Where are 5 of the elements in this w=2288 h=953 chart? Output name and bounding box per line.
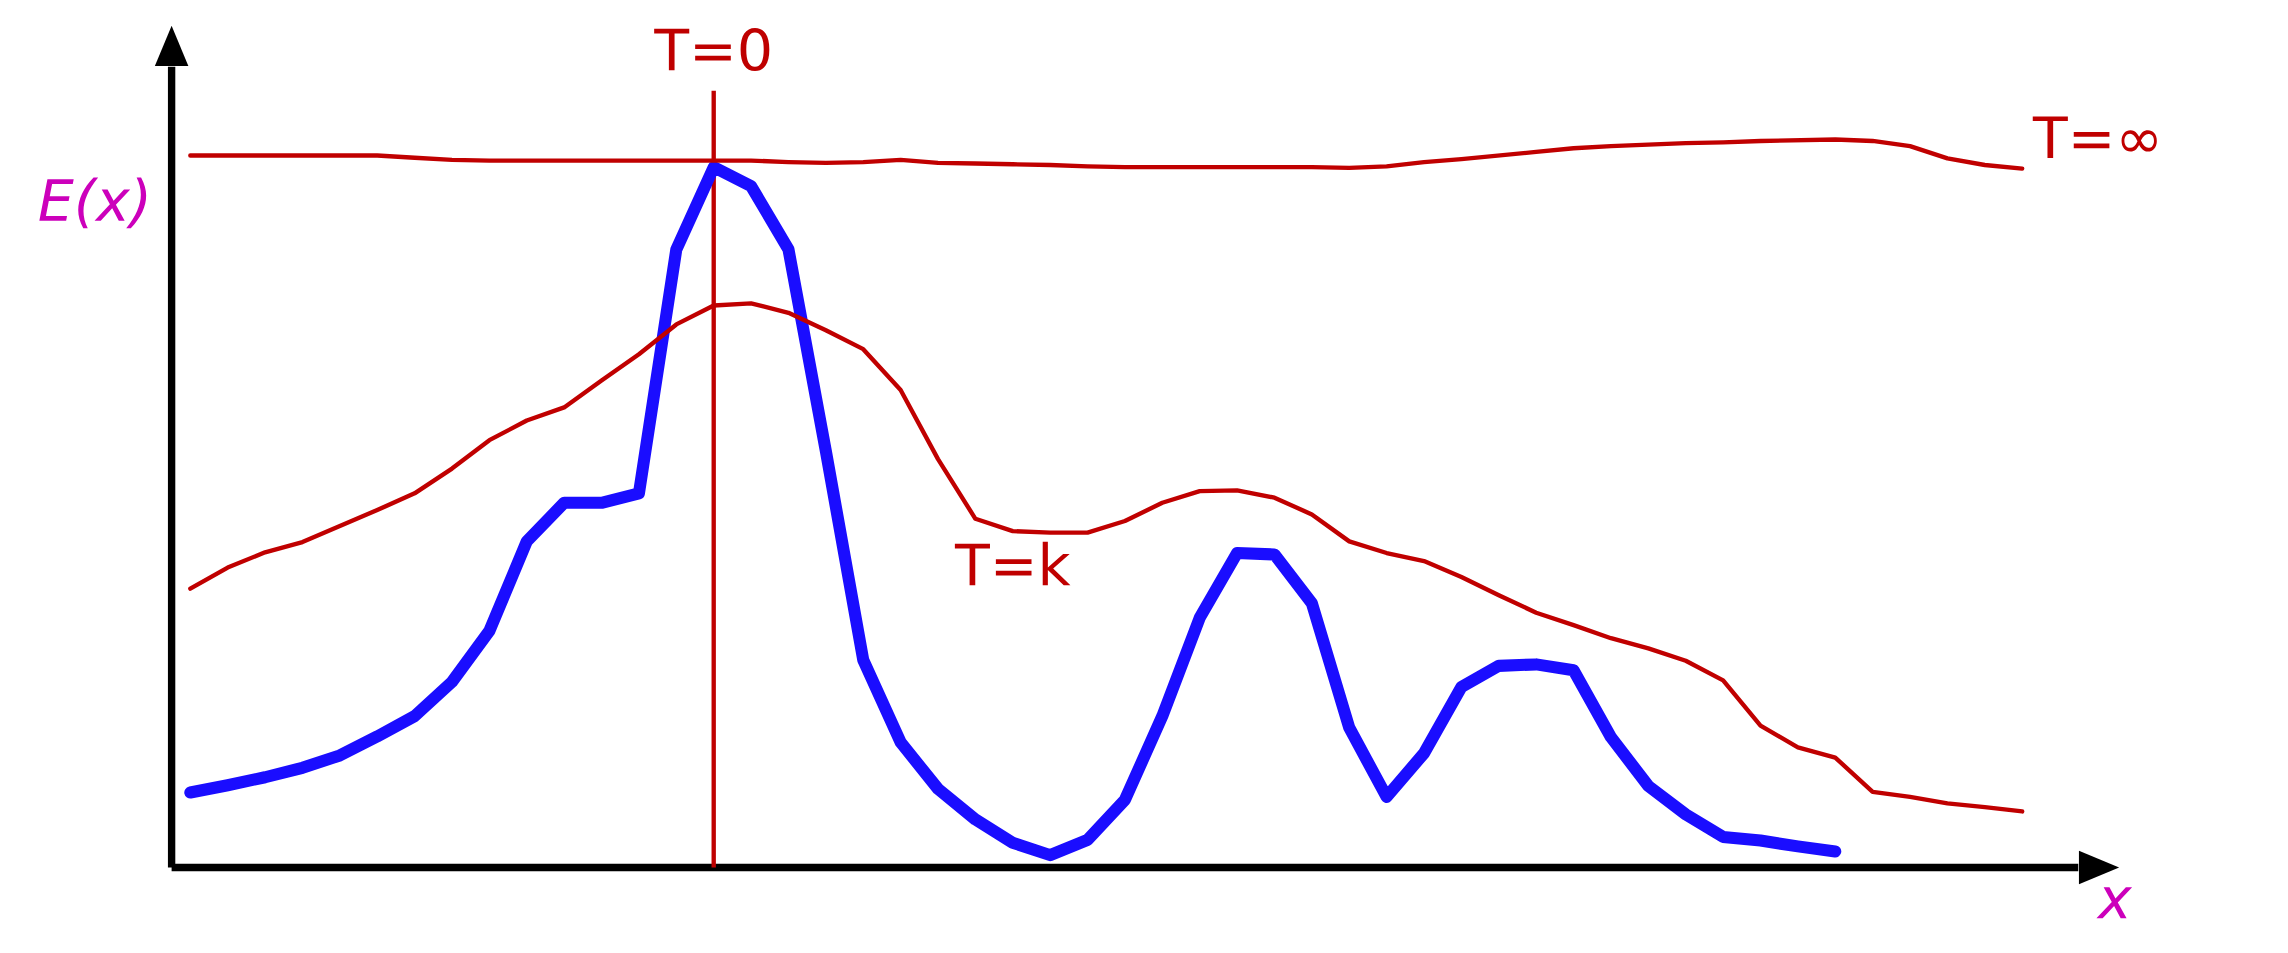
series-label: T=∞ xyxy=(2032,116,2157,158)
x-axis-title: x xyxy=(2096,887,2133,919)
y-axis-title: E(x) xyxy=(39,177,147,229)
series-label: T=k xyxy=(954,541,1071,586)
text: T=0 xyxy=(654,27,770,71)
